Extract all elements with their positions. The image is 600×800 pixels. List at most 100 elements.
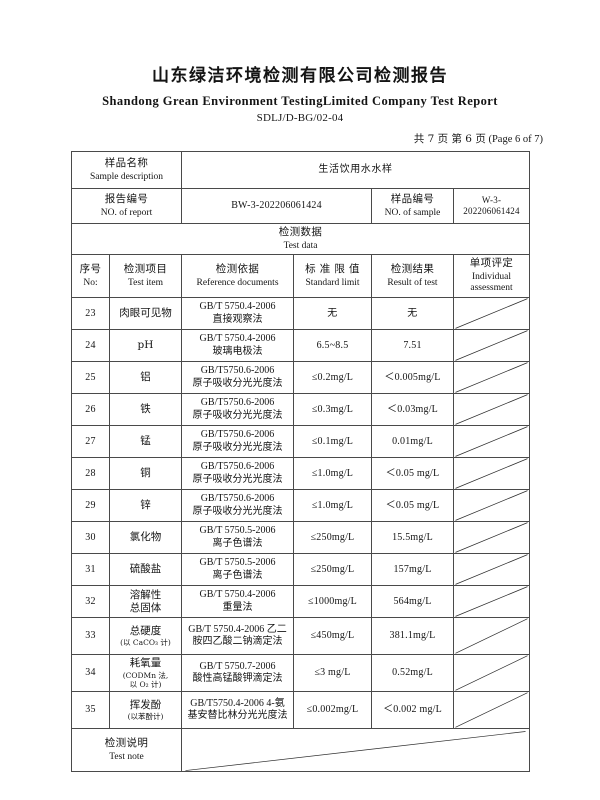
- row-test-data-heading: 检测数据 Test data: [70, 223, 531, 256]
- diagonal-strike-icon: [454, 692, 529, 728]
- cell-individual-assessment: [452, 691, 531, 730]
- cell-reference-document: GB/T5750.6-2006 原子吸收分光光度法: [181, 393, 294, 427]
- test-note-label-en: Test note: [109, 751, 144, 762]
- cell-sample-no-label: 样品编号 NO. of sample: [371, 188, 454, 225]
- test-note-label-cn: 检测说明: [104, 737, 149, 750]
- cell-result-of-test: 15.5mg/L: [371, 521, 454, 555]
- reference-line-1: GB/T5750.6-2006: [200, 493, 275, 505]
- cell-standard-limit: ≤1.0mg/L: [293, 489, 372, 523]
- cell-standard-limit: ≤1.0mg/L: [293, 457, 372, 491]
- cell-standard-limit: ≤0.002mg/L: [293, 691, 372, 730]
- cell-sample-description-label: 样品名称 Sample description: [71, 151, 182, 190]
- test-item-qualifier: (以苯酚计): [127, 712, 164, 722]
- reference-line-2: 玻璃电极法: [212, 345, 263, 357]
- test-data-heading-en: Test data: [283, 240, 318, 251]
- reference-line-1: GB/T 5750.4-2006 乙二: [188, 623, 287, 635]
- reference-line-2: 原子吸收分光光度法: [192, 377, 283, 389]
- cell-test-item: 铁: [109, 393, 182, 427]
- cell-standard-limit: ≤450mg/L: [293, 617, 372, 656]
- cell-report-no-label: 报告编号 NO. of report: [71, 188, 182, 225]
- test-item-qualifier: (以 CaCO₃ 计): [120, 638, 171, 648]
- test-item-name: 总硬度: [129, 625, 162, 638]
- cell-reference-document: GB/T 5750.7-2006 酸性高锰酸钾滴定法: [181, 654, 294, 693]
- diagonal-strike-icon: [454, 490, 529, 521]
- cell-result-of-test: 0.52mg/L: [371, 654, 454, 693]
- cell-test-item: 挥发酚 (以苯酚计): [109, 691, 182, 730]
- cell-reference-document: GB/T 5750.5-2006 离子色谱法: [181, 553, 294, 587]
- cell-individual-assessment: [452, 489, 531, 523]
- cell-test-item: 氯化物: [109, 521, 182, 555]
- cell-no: 30: [71, 521, 110, 555]
- cell-report-no-value: BW-3-202206061424: [181, 188, 372, 225]
- cell-individual-assessment: [452, 617, 531, 656]
- cell-no: 28: [71, 457, 110, 491]
- cell-individual-assessment: [452, 457, 531, 491]
- column-header-reference-cn: 检测依据: [215, 263, 260, 276]
- test-item-name: 铁: [140, 403, 151, 416]
- cell-standard-limit: 无: [293, 297, 372, 331]
- cell-no: 33: [71, 617, 110, 656]
- cell-test-data-heading: 检测数据 Test data: [70, 223, 531, 256]
- cell-reference-document: GB/T5750.6-2006 原子吸收分光光度法: [181, 425, 294, 459]
- column-header-test-item-cn: 检测项目: [123, 263, 168, 276]
- cell-no: 23: [71, 297, 110, 331]
- column-header-result-cn: 检测结果: [390, 263, 435, 276]
- test-item-name: 铜: [140, 467, 151, 480]
- row-test-note: 检测说明 Test note: [71, 728, 531, 773]
- reference-line-2: 原子吸收分光光度法: [192, 505, 283, 517]
- reference-line-2: 原子吸收分光光度法: [192, 441, 283, 453]
- column-header-reference: 检测依据 Reference documents: [181, 254, 294, 299]
- cell-sample-no-value: W-3-202206061424: [452, 188, 531, 225]
- cell-test-item: pH: [109, 329, 182, 363]
- table-row: 30 氯化物 GB/T 5750.5-2006 离子色谱法 ≤250mg/L 15.5mg…: [71, 521, 531, 555]
- reference-line-1: GB/T5750.4-2006 4-氨: [190, 697, 285, 709]
- reference-line-2: 重量法: [222, 601, 253, 613]
- cell-standard-limit: ≤250mg/L: [293, 521, 372, 555]
- cell-individual-assessment: [452, 329, 531, 363]
- cell-result-of-test: 157mg/L: [371, 553, 454, 587]
- row-sample-description: 样品名称 Sample description 生活饮用水水样: [71, 151, 531, 190]
- cell-standard-limit: ≤1000mg/L: [293, 585, 372, 619]
- sample-description-label-en: Sample description: [89, 171, 164, 182]
- test-item-name: 铝: [140, 371, 151, 384]
- cell-no: 35: [71, 691, 110, 730]
- reference-line-2: 基安替比林分光光度法: [187, 710, 288, 722]
- reference-line-2: 酸性高锰酸钾滴定法: [192, 673, 283, 685]
- cell-reference-document: GB/T5750.4-2006 4-氨 基安替比林分光光度法: [181, 691, 294, 730]
- page-counter-cn: 共 7 页 第 6 页: [413, 133, 486, 146]
- cell-reference-document: GB/T 5750.4-2006 直接观察法: [181, 297, 294, 331]
- test-item-name: 硫酸盐: [129, 563, 162, 576]
- reference-line-2: 离子色谱法: [212, 569, 263, 581]
- cell-individual-assessment: [452, 425, 531, 459]
- test-item-name: 锌: [140, 499, 151, 512]
- cell-result-of-test: 无: [371, 297, 454, 331]
- diagonal-strike-icon: [454, 458, 529, 489]
- page-counter: 共 7 页 第 6 页 (Page 6 of 7): [0, 131, 600, 146]
- diagonal-strike-icon: [454, 586, 529, 617]
- diagonal-strike-icon: [454, 362, 529, 393]
- column-header-standard-limit-cn: 标 准 限 值: [305, 263, 360, 276]
- test-item-name: 挥发酚: [129, 699, 162, 712]
- reference-line-1: GB/T 5750.4-2006: [199, 301, 276, 313]
- cell-test-item: 总硬度 (以 CaCO₃ 计): [109, 617, 182, 656]
- column-header-assessment: 单项评定 Individual assessment: [452, 254, 531, 299]
- cell-result-of-test: ＜0.002 mg/L: [371, 691, 454, 730]
- document-code: SDLJ/D-BG/02-04: [256, 112, 344, 125]
- table-row: 23 肉眼可见物 GB/T 5750.4-2006 直接观察法无无: [71, 297, 531, 331]
- report-table: 样品名称 Sample description 生活饮用水水样 报告编号 NO.…: [70, 151, 531, 773]
- cell-test-note-label: 检测说明 Test note: [71, 728, 182, 773]
- table-row: 26 铁 GB/T5750.6-2006 原子吸收分光光度法 ≤0.3mg/L ＜0.03…: [71, 393, 531, 427]
- diagonal-strike-icon: [454, 554, 529, 585]
- cell-individual-assessment: [452, 654, 531, 693]
- cell-no: 31: [71, 553, 110, 587]
- cell-test-item: 锌: [109, 489, 182, 523]
- column-header-reference-en: Reference documents: [196, 277, 279, 288]
- table-row: 33 总硬度 (以 CaCO₃ 计) GB/T 5750.4-2006 乙二 胺四乙酸二…: [71, 617, 531, 656]
- diagonal-strike-icon: [454, 298, 529, 329]
- reference-line-1: GB/T 5750.5-2006: [199, 557, 276, 569]
- cell-result-of-test: ＜0.03mg/L: [371, 393, 454, 427]
- row-report-number: 报告编号 NO. of report BW-3-202206061424 样品编…: [71, 188, 531, 225]
- reference-line-2: 原子吸收分光光度法: [192, 409, 283, 421]
- diagonal-strike-icon: [182, 729, 529, 771]
